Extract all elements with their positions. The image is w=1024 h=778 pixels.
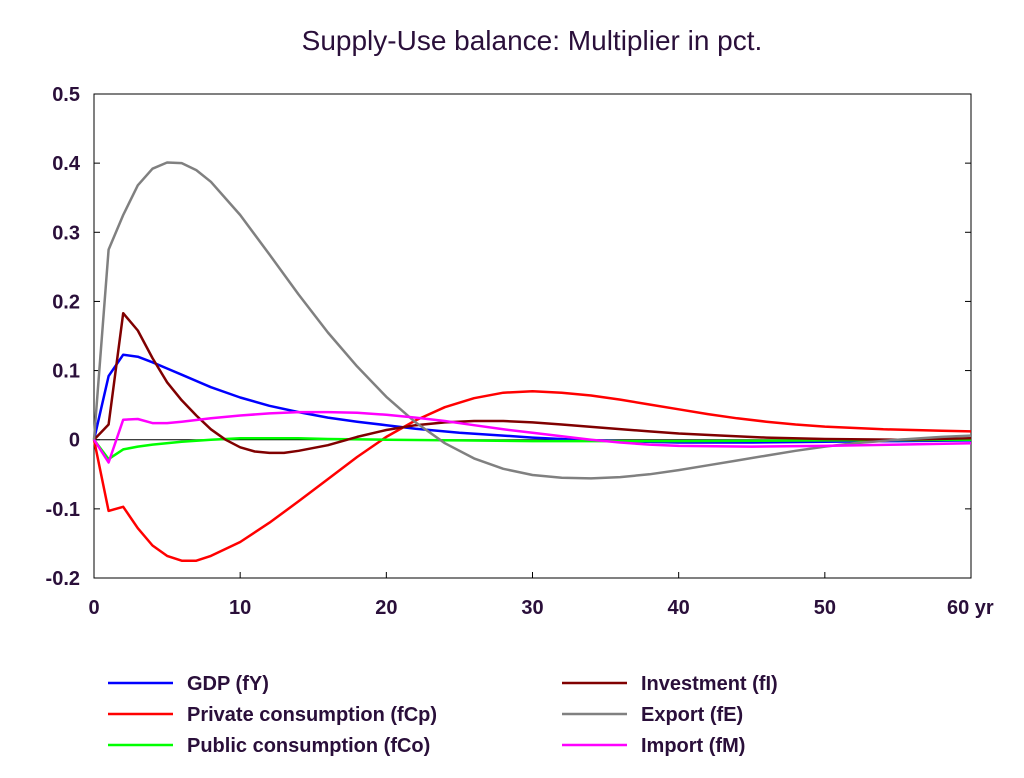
x-tick-label: 30 [521,597,543,619]
y-tick-label: -0.1 [46,499,80,521]
x-tick-label: 40 [668,597,690,619]
legend-label: Import (fM) [641,735,745,757]
plot-area [92,161,972,562]
x-tick-label: 10 [229,597,251,619]
legend-label: Investment (fI) [641,673,778,695]
legend: GDP (fY) Private consumption (fCp) Public … [108,673,778,757]
x-tick-label: 0 [88,597,99,619]
x-tick-label: 20 [375,597,397,619]
series-line-0 [92,353,972,444]
y-tick-label: -0.2 [46,568,80,590]
x-tick-label: 60 yr [947,597,994,619]
chart-title: Supply-Use balance: Multiplier in pct. [302,25,763,56]
legend-label: GDP (fY) [187,673,269,695]
y-tick-label: 0 [69,430,80,452]
y-tick-label: 0.1 [52,361,80,383]
series-line-1 [92,390,972,562]
legend-label: Private consumption (fCp) [187,704,437,726]
x-tick-label: 50 [814,597,836,619]
series-line-5 [92,410,972,464]
y-tick-label: 0.3 [52,222,80,244]
series-line-3 [93,311,972,455]
y-tick-label: 0.4 [52,153,81,175]
plot-frame [93,93,972,579]
legend-label: Public consumption (fCo) [187,735,430,757]
series-line-4 [92,161,972,480]
axes: -0.2 -0.1 0 0.1 0.2 0.3 0.4 0.5 0 10 20 30 40 50 60 yr [46,84,994,619]
y-tick-label: 0.2 [52,291,80,313]
y-tick-label: 0.5 [52,84,80,106]
series-line-2 [93,437,972,461]
legend-label: Export (fE) [641,704,743,726]
